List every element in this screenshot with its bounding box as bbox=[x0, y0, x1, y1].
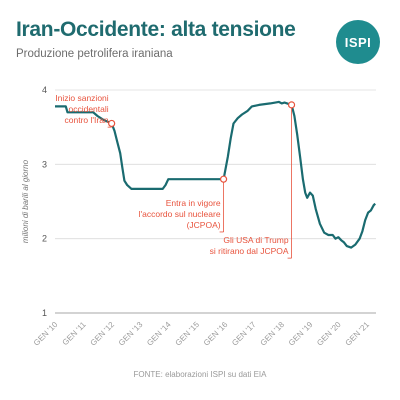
x-tick-label: GEN '14 bbox=[145, 320, 173, 348]
x-tick-label: GEN '19 bbox=[287, 320, 315, 348]
logo-text: ISPI bbox=[344, 34, 372, 50]
source-note: FONTE: elaborazioni ISPI su dati EIA bbox=[133, 370, 267, 379]
chart-subtitle: Produzione petrolifera iraniana bbox=[16, 48, 173, 60]
annotation-text: si ritirano dal JCPOA bbox=[210, 246, 289, 256]
x-tick-label: GEN '21 bbox=[343, 320, 371, 348]
annotation-marker bbox=[108, 119, 116, 128]
x-tick-label: GEN '16 bbox=[202, 320, 230, 348]
annotation-marker bbox=[287, 101, 296, 109]
y-tick-label: 4 bbox=[42, 85, 47, 95]
chart-title: Iran-Occidente: alta tensione bbox=[16, 18, 296, 41]
x-tick-label: GEN '13 bbox=[117, 320, 145, 348]
x-tick-label: GEN '18 bbox=[259, 320, 287, 348]
x-tick-label: GEN '17 bbox=[230, 320, 258, 348]
annotation-text: occidentali bbox=[68, 104, 108, 114]
y-tick-label: 3 bbox=[42, 159, 47, 169]
ispi-logo: ISPI bbox=[336, 20, 380, 64]
production-line bbox=[55, 100, 376, 249]
annotation-text: Inizio sanzioni bbox=[55, 93, 109, 103]
x-tick-label: GEN '12 bbox=[89, 320, 117, 348]
y-tick-label: 1 bbox=[42, 308, 47, 318]
annotation-text: l'accordo sul nucleare bbox=[139, 209, 221, 219]
annotation-text: (JCPOA) bbox=[187, 220, 221, 230]
x-tick-label: GEN '11 bbox=[61, 320, 89, 348]
x-tick-label: GEN '15 bbox=[174, 320, 202, 348]
annotation-text: Entra in vigore bbox=[166, 198, 221, 208]
annotation-text: contro l'Iran bbox=[65, 115, 109, 125]
x-tick-label: GEN '10 bbox=[32, 320, 60, 348]
y-tick-label: 2 bbox=[42, 234, 47, 244]
y-axis-label: milioni di barili al giorno bbox=[21, 159, 30, 243]
annotation-text: Gli USA di Trump bbox=[223, 235, 288, 245]
annotation-marker bbox=[219, 175, 228, 183]
x-tick-label: GEN '20 bbox=[315, 320, 343, 348]
